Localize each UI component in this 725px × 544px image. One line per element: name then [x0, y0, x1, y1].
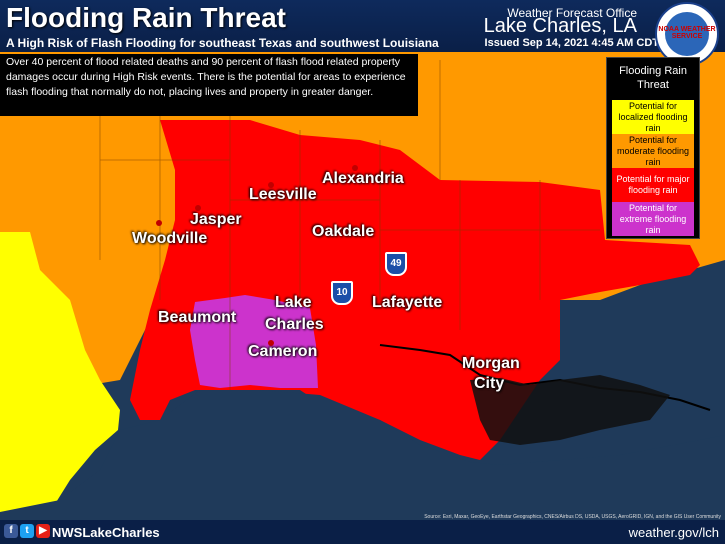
- parish-lines: [99, 60, 600, 390]
- risk-note: Over 40 percent of flood related deaths …: [0, 54, 418, 116]
- city-label-morgan: Morgan: [462, 355, 520, 372]
- city-dot-leesville: [268, 182, 274, 188]
- map-source: Source: Esri, Maxar, GeoEye, Earthstar G…: [424, 514, 721, 520]
- localized-zone: [0, 232, 120, 512]
- website-link[interactable]: weather.gov/lch: [628, 525, 719, 540]
- page-subtitle: A High Risk of Flash Flooding for southe…: [6, 36, 439, 50]
- city-dot-woodville: [156, 220, 162, 226]
- city-label-jasper: Jasper: [190, 211, 242, 228]
- page-title: Flooding Rain Threat: [6, 2, 286, 33]
- header-bar: [0, 0, 725, 52]
- nws-logo: NOAA WEATHER SERVICE: [655, 2, 719, 66]
- city-label-alexandria: Alexandria: [322, 170, 404, 187]
- legend-item-moderate: Potential for moderate flooding rain: [612, 134, 694, 168]
- city-dot-jasper: [195, 205, 201, 211]
- city-label-beaumont: Beaumont: [158, 309, 237, 326]
- logo-globe-icon: [665, 12, 709, 56]
- social-handle[interactable]: NWSLakeCharles: [52, 525, 160, 540]
- city-label-leesville: Leesville: [249, 186, 317, 203]
- extreme-zone: [190, 295, 318, 388]
- city-dot-lake-charles: [268, 340, 274, 346]
- facebook-icon[interactable]: f: [4, 524, 18, 538]
- issued-time: Issued Sep 14, 2021 4:45 AM CDT: [484, 37, 659, 49]
- city-label-woodville: Woodville: [132, 230, 208, 247]
- twitter-icon[interactable]: t: [20, 524, 34, 538]
- city-dot-alexandria: [352, 165, 358, 171]
- office-label: Weather Forecast Office: [507, 6, 637, 20]
- legend-item-extreme: Potential for extreme flooding rain: [612, 202, 694, 236]
- interstate-10-shield: 10: [331, 281, 353, 305]
- legend: Flooding Rain Threat Potential for local…: [606, 57, 700, 239]
- office-city: Lake Charles, LA: [483, 15, 637, 37]
- city-label-lafayette: Lafayette: [372, 294, 443, 311]
- legend-item-major: Potential for major flooding rain: [612, 168, 694, 202]
- city-label-oakdale: Oakdale: [312, 223, 375, 240]
- city-label-city: City: [474, 375, 505, 392]
- legend-title: Flooding Rain Threat: [619, 65, 687, 91]
- logo-text: NOAA WEATHER SERVICE: [658, 26, 716, 40]
- marsh-area: [470, 375, 670, 445]
- city-label-cameron: Cameron: [248, 343, 318, 360]
- youtube-icon[interactable]: ▶: [36, 524, 50, 538]
- interstate-49-shield: 49: [385, 252, 407, 276]
- legend-item-localized: Potential for localized flooding rain: [612, 100, 694, 134]
- city-label-charles: Charles: [265, 316, 324, 333]
- gulf-band: [0, 390, 725, 512]
- city-label-lake: Lake: [275, 294, 312, 311]
- footer-bar: [0, 520, 725, 544]
